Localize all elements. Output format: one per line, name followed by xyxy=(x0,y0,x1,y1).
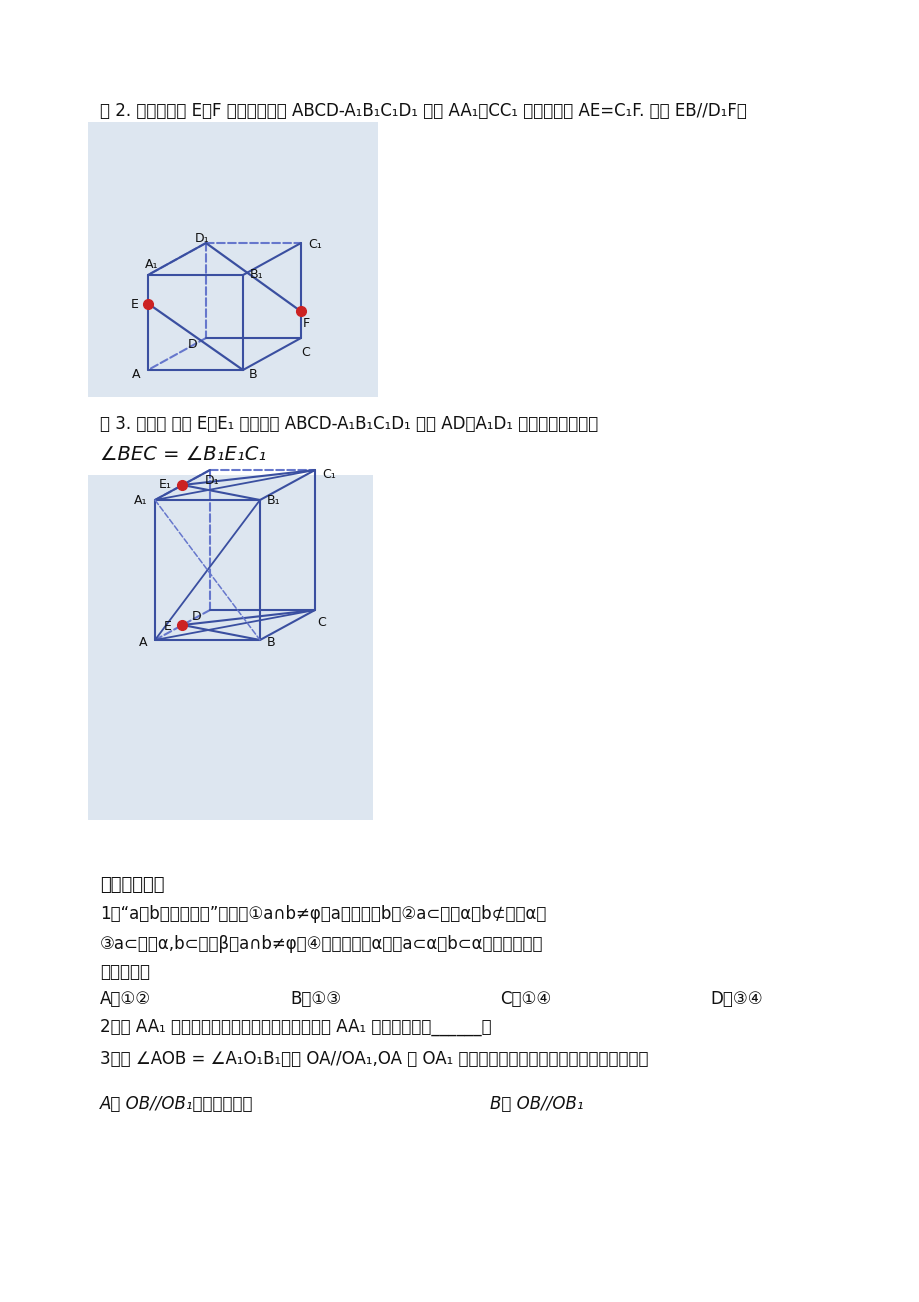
Text: 2．设 AA₁ 是长方体的一条棱，这个长方体中与 AA₁ 异面的棱共有______条: 2．设 AA₁ 是长方体的一条棱，这个长方体中与 AA₁ 异面的棱共有_____… xyxy=(100,1018,491,1036)
Text: C: C xyxy=(301,345,310,358)
Text: A: A xyxy=(139,637,147,650)
Text: A₁: A₁ xyxy=(134,493,148,506)
Text: 「当堂检测」: 「当堂检测」 xyxy=(100,876,165,894)
Text: C₁: C₁ xyxy=(308,238,322,251)
Text: D₁: D₁ xyxy=(195,233,210,246)
Text: C．①④: C．①④ xyxy=(499,990,550,1008)
Text: ∠BEC = ∠B₁E₁C₁: ∠BEC = ∠B₁E₁C₁ xyxy=(100,445,266,464)
Text: B: B xyxy=(248,368,257,381)
Text: E: E xyxy=(130,298,139,311)
Text: D．③④: D．③④ xyxy=(709,990,762,1008)
Text: E: E xyxy=(164,621,171,634)
Text: B₁: B₁ xyxy=(250,268,264,281)
Text: 是（　　）: 是（ ） xyxy=(100,963,150,980)
Text: 1．“a、b是异面直线”是指：①a∩b≠φ且a不平行于b；②a⊂平面α，b⊄平面α；: 1．“a、b是异面直线”是指：①a∩b≠φ且a不平行于b；②a⊂平面α，b⊄平面… xyxy=(100,905,546,923)
Text: B．①③: B．①③ xyxy=(289,990,341,1008)
Text: A: A xyxy=(131,368,140,381)
Bar xyxy=(88,122,378,397)
Text: 例 3. 如图， 已知 E、E₁ 是正方体 ABCD-A₁B₁C₁D₁ 的棱 AD、A₁D₁ 上的中点，求证：: 例 3. 如图， 已知 E、E₁ 是正方体 ABCD-A₁B₁C₁D₁ 的棱 A… xyxy=(100,415,597,434)
Text: C₁: C₁ xyxy=(322,467,335,480)
Bar xyxy=(88,475,372,820)
Text: F: F xyxy=(302,316,309,329)
Text: D₁: D₁ xyxy=(204,474,219,487)
Text: C: C xyxy=(317,617,326,629)
Text: 3、若 ∠AOB = ∠A₁O₁B₁，且 OA//OA₁,OA 与 OA₁ 的方向相同，则下列结论正确的是（　　）: 3、若 ∠AOB = ∠A₁O₁B₁，且 OA//OA₁,OA 与 OA₁ 的方… xyxy=(100,1049,648,1068)
Text: B₁: B₁ xyxy=(267,493,280,506)
Text: B． OB//OB₁: B． OB//OB₁ xyxy=(490,1095,583,1113)
Text: A． OB//OB₁，且方向相同: A． OB//OB₁，且方向相同 xyxy=(100,1095,254,1113)
Text: 例 2. 如图，已知 E、F 分别是正方体 ABCD-A₁B₁C₁D₁ 的棱 AA₁、CC₁ 上的点，且 AE=C₁F. 求证 EB//D₁F。: 例 2. 如图，已知 E、F 分别是正方体 ABCD-A₁B₁C₁D₁ 的棱 A… xyxy=(100,102,746,120)
Text: D: D xyxy=(188,337,198,350)
Text: D: D xyxy=(192,611,201,624)
Text: B: B xyxy=(267,637,275,650)
Text: ③a⊂平面α,b⊂平面β且a∩b≠φ；④不存在平面α，使a⊂α且b⊂α．其中正确的: ③a⊂平面α,b⊂平面β且a∩b≠φ；④不存在平面α，使a⊂α且b⊂α．其中正确… xyxy=(100,935,543,953)
Text: A₁: A₁ xyxy=(145,259,159,272)
Text: A．①②: A．①② xyxy=(100,990,151,1008)
Text: E₁: E₁ xyxy=(159,479,172,491)
